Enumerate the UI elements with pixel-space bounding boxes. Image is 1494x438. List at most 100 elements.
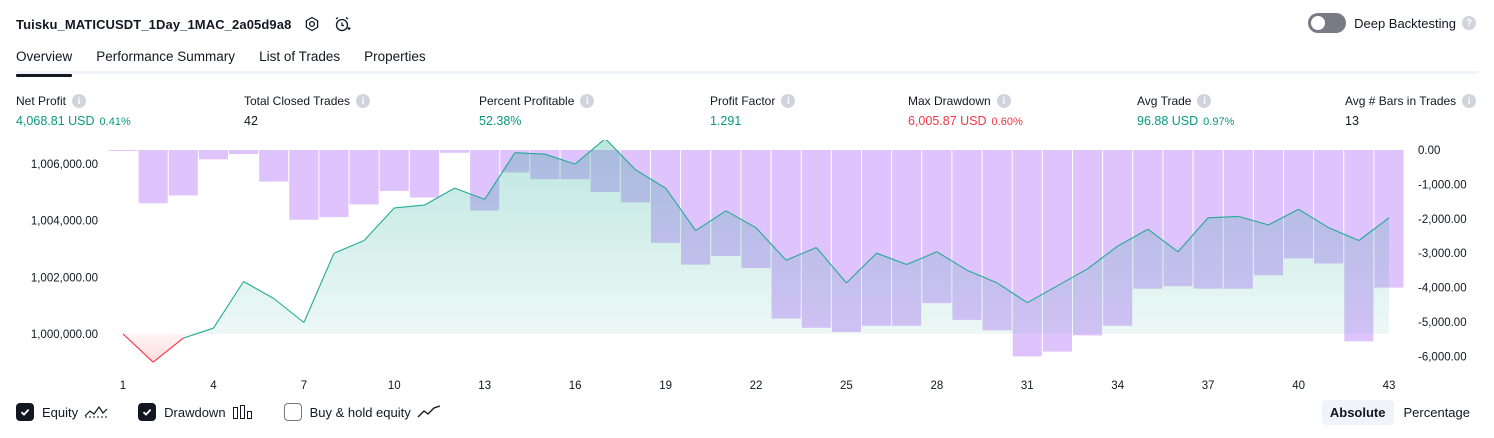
metric-avg-bars: Avg # Bars in Trades i 13 [1345, 93, 1477, 128]
equity-negative-area [123, 333, 1389, 363]
legend-buy-hold-label: Buy & hold equity [309, 404, 411, 420]
equity-line-segment [755, 227, 787, 261]
equity-line-segment [936, 251, 968, 271]
left-tick-label: 1,000,000.00 [31, 329, 98, 341]
metric-percent: 0.41% [99, 116, 131, 128]
drawdown-bar [108, 150, 138, 151]
metric-avg-trade: Avg Trade i 96.88 USD 0.97% [1137, 93, 1234, 128]
x-tick-label: 31 [1021, 380, 1034, 392]
x-tick-label: 43 [1383, 380, 1396, 392]
equity-area [123, 140, 1389, 334]
equity-line-segment [273, 298, 305, 323]
scale-mode-switch: Absolute Percentage [1320, 400, 1478, 425]
equity-line-segment [1027, 285, 1058, 304]
equity-line-icon [84, 404, 108, 420]
equity-line-segment [1208, 215, 1239, 219]
alert-icon[interactable] [333, 15, 351, 33]
x-axis: 1 4 7 10 13 16 19 22 25 28 31 34 37 40 43 [120, 380, 1396, 392]
drawdown-checkbox[interactable] [138, 403, 157, 421]
equity-line-segment [424, 187, 455, 206]
x-tick-label: 22 [750, 380, 763, 392]
legend-equity[interactable]: Equity [16, 403, 108, 421]
drawdown-bar [138, 150, 168, 204]
info-icon[interactable]: i [781, 94, 796, 108]
legend-buy-hold[interactable]: Buy & hold equity [283, 403, 441, 421]
info-icon[interactable]: i [1197, 94, 1212, 108]
tab-list-of-trades[interactable]: List of Trades [259, 49, 341, 64]
metric-label: Profit Factor [710, 94, 776, 108]
right-tick-label: -6,000.00 [1418, 351, 1467, 363]
info-icon[interactable]: i [996, 94, 1011, 108]
left-axis: 1,006,000.00 1,004,000.00 1,002,000.00 1,00… [31, 159, 98, 341]
equity-line-segment [1358, 217, 1390, 241]
deep-backtesting-toggle[interactable] [1308, 13, 1347, 33]
info-icon[interactable]: i [1462, 94, 1477, 108]
equity-line-segment [996, 282, 1028, 304]
metric-net-profit: Net Profit i 4,068.81 USD 0.41% [16, 93, 131, 128]
metric-percent: 0.97% [1203, 116, 1235, 128]
tab-properties[interactable]: Properties [364, 49, 426, 64]
buy-hold-checkbox[interactable] [283, 403, 302, 421]
drawdown-bar [379, 150, 409, 191]
info-icon[interactable]: i [580, 94, 595, 108]
left-tick-label: 1,006,000.00 [31, 159, 98, 171]
metric-max-drawdown: Max Drawdown i 6,005.87 USD 0.60% [908, 93, 1023, 128]
info-icon[interactable]: i [356, 94, 371, 108]
metric-value: 1.291 [710, 114, 742, 128]
equity-line-segment [785, 246, 817, 261]
equity-line-segment [815, 247, 847, 284]
equity-line-segment [1057, 268, 1088, 287]
equity-line-segment [1238, 215, 1269, 226]
right-tick-label: -3,000.00 [1418, 248, 1467, 260]
x-tick-label: 1 [120, 380, 126, 392]
x-tick-label: 16 [569, 380, 582, 392]
equity-line-segment [695, 210, 727, 232]
equity-line-segment [1117, 228, 1149, 247]
right-tick-label: 0.00 [1418, 145, 1440, 157]
settings-icon[interactable] [303, 15, 321, 33]
legend-equity-label: Equity [42, 404, 79, 420]
metric-value: 4,068.81 USD [16, 114, 95, 128]
drawdown-bar [289, 150, 319, 220]
metric-label: Percent Profitable [479, 94, 575, 108]
equity-line-segment [966, 269, 998, 284]
chart-legend: Equity Drawdown Buy & hold equity [16, 403, 471, 421]
metric-label: Max Drawdown [908, 94, 991, 108]
mode-absolute[interactable]: Absolute [1321, 400, 1394, 425]
equity-checkbox[interactable] [16, 403, 34, 421]
left-tick-label: 1,004,000.00 [31, 216, 98, 228]
equity-line-segment [635, 169, 666, 189]
right-tick-label: -1,000.00 [1418, 179, 1467, 191]
strategy-title: Tuisku_MATICUSDT_1Day_1MAC_2a05d9a8 [16, 16, 292, 32]
metric-value: 6,005.87 USD [908, 114, 987, 128]
equity-line-segment [183, 327, 214, 339]
equity-line-segment [574, 140, 605, 165]
mode-percentage[interactable]: Percentage [1403, 405, 1471, 420]
x-tick-label: 4 [210, 380, 217, 392]
metric-label: Net Profit [16, 94, 67, 108]
equity-line-segment [363, 207, 395, 241]
metric-label: Total Closed Trades [244, 94, 351, 108]
deep-backtesting-label: Deep Backtesting [1354, 15, 1456, 31]
legend-drawdown-label: Drawdown [164, 404, 226, 420]
info-icon[interactable]: i [72, 94, 87, 108]
drawdown-bar [440, 150, 470, 153]
equity-line-segment [484, 152, 516, 200]
legend-drawdown[interactable]: Drawdown [138, 403, 253, 421]
drawdown-bar [229, 150, 259, 155]
equity-line-segment [303, 252, 335, 323]
x-tick-label: 10 [388, 380, 401, 392]
drawdown-bars-icon [232, 404, 254, 420]
tab-overview[interactable]: Overview [16, 44, 73, 77]
equity-line-segment [605, 140, 636, 171]
help-icon[interactable]: ? [1462, 16, 1476, 30]
metric-profit-factor: Profit Factor i 1.291 [710, 93, 796, 128]
equity-line-segment [846, 252, 877, 284]
tab-performance-summary[interactable]: Performance Summary [96, 49, 236, 64]
metric-label: Avg Trade [1137, 94, 1192, 108]
equity-line-segment [665, 187, 697, 231]
equity-line-segment [906, 251, 938, 266]
equity-line-segment [514, 152, 546, 155]
x-tick-label: 28 [931, 380, 944, 392]
metric-value: 42 [244, 114, 258, 128]
